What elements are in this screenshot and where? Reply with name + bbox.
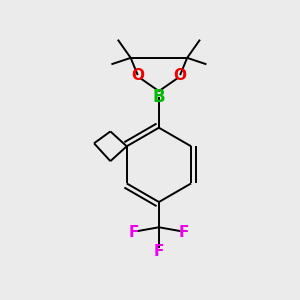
Text: F: F xyxy=(128,225,139,240)
Text: F: F xyxy=(179,225,189,240)
Text: O: O xyxy=(131,68,144,82)
Text: F: F xyxy=(154,244,164,259)
Text: B: B xyxy=(153,88,165,106)
Text: O: O xyxy=(174,68,187,82)
